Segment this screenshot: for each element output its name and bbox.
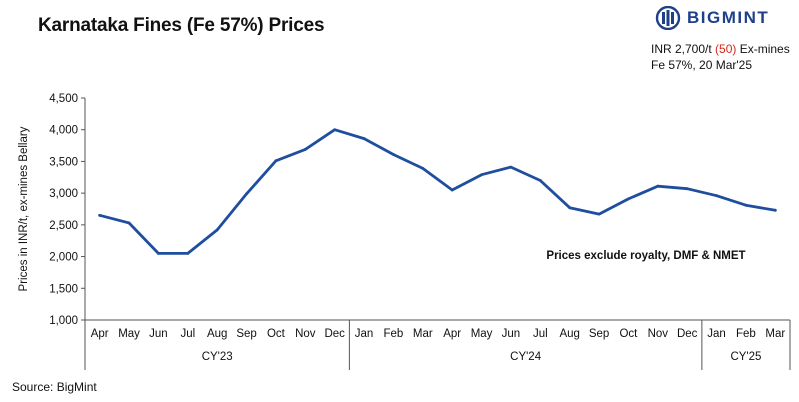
brand-name: BIGMINT [687, 8, 770, 27]
x-tick-label: Jan [355, 328, 374, 340]
x-tick-label: Jul [533, 328, 548, 340]
x-axis: Apr May Jun Jul Aug Sep Oct Nov Dec Jan Feb Mar Apr M… [84, 319, 791, 370]
chart-annotation: Prices exclude royalty, DMF & NMET [546, 250, 745, 262]
data-point [157, 252, 160, 255]
y-tick-label: 2,000 [49, 252, 78, 264]
data-point [245, 192, 248, 196]
data-point [127, 221, 131, 225]
y-axis-label: Prices in INR/t, ex-mines Bellary [18, 126, 30, 291]
price-change: (50) [715, 42, 737, 56]
x-tick-label: Mar [413, 328, 433, 340]
data-point [215, 228, 219, 232]
x-tick-label: May [118, 328, 140, 340]
x-tick-label: May [471, 328, 493, 340]
x-tick-label: Nov [295, 328, 316, 340]
x-tick-label: Mar [765, 328, 785, 340]
y-tick-label: 1,000 [49, 315, 78, 327]
x-tick-label: Apr [443, 328, 461, 340]
y-tick-label: 1,500 [49, 283, 78, 295]
data-point [538, 179, 542, 182]
x-tick-label: Oct [267, 328, 286, 340]
x-tick-label: Feb [736, 328, 756, 340]
data-point [333, 128, 337, 132]
price-basis: Ex-mines [736, 42, 790, 56]
data-point [685, 187, 689, 191]
x-tick-label: Feb [384, 328, 404, 340]
x-group-label: CY'24 [510, 351, 542, 363]
plot-area [98, 128, 777, 255]
y-tick-label: 4,000 [49, 125, 78, 137]
data-point [186, 252, 190, 255]
x-tick-label: Nov [648, 328, 669, 340]
chart-title: Karnataka Fines (Fe 57%) Prices [38, 15, 325, 36]
data-point [421, 167, 425, 170]
source-note: Source: BigMint [12, 380, 97, 394]
price-summary: INR 2,700/t (50) Ex-mines [651, 42, 790, 56]
data-point [597, 212, 601, 216]
bigmint-logo-icon [655, 6, 681, 30]
data-point [656, 184, 660, 188]
y-axis: 1,000 1,500 2,000 2,500 3,000 3,500 4,000 4,500 [49, 93, 86, 327]
x-tick-label: Sep [589, 328, 609, 340]
data-point [509, 165, 513, 169]
x-tick-label: Dec [324, 328, 345, 340]
x-tick-label: Aug [207, 328, 227, 340]
x-group-label: CY'25 [730, 351, 761, 363]
x-tick-label: Dec [677, 328, 698, 340]
data-point [715, 194, 718, 198]
x-tick-label: Jun [502, 328, 521, 340]
data-point [450, 188, 454, 192]
y-tick-label: 2,500 [49, 220, 78, 232]
price-value: INR 2,700/t [651, 42, 716, 56]
data-point [362, 137, 366, 140]
series-line [98, 128, 777, 255]
data-point [773, 208, 777, 212]
data-point [98, 213, 102, 217]
x-tick-label: Aug [559, 328, 579, 340]
x-group-label: CY'23 [202, 351, 233, 363]
data-point [480, 173, 483, 177]
y-tick-label: 4,500 [49, 93, 78, 105]
x-tick-label: Sep [236, 328, 256, 340]
brand-logo: BIGMINT [655, 6, 769, 30]
data-point [627, 197, 630, 201]
x-tick-label: Oct [619, 328, 638, 340]
y-tick-label: 3,000 [49, 188, 78, 200]
x-tick-label: Jun [149, 328, 168, 340]
x-tick-label: Jul [180, 328, 195, 340]
data-point [303, 147, 307, 151]
y-tick-label: 3,500 [49, 156, 78, 168]
data-point [744, 203, 748, 207]
data-point [568, 206, 572, 210]
data-point [392, 153, 395, 156]
data-point [274, 159, 278, 163]
x-tick-label: Apr [91, 328, 109, 340]
spec-date: Fe 57%, 20 Mar'25 [651, 58, 753, 72]
x-tick-label: Jan [707, 328, 726, 340]
